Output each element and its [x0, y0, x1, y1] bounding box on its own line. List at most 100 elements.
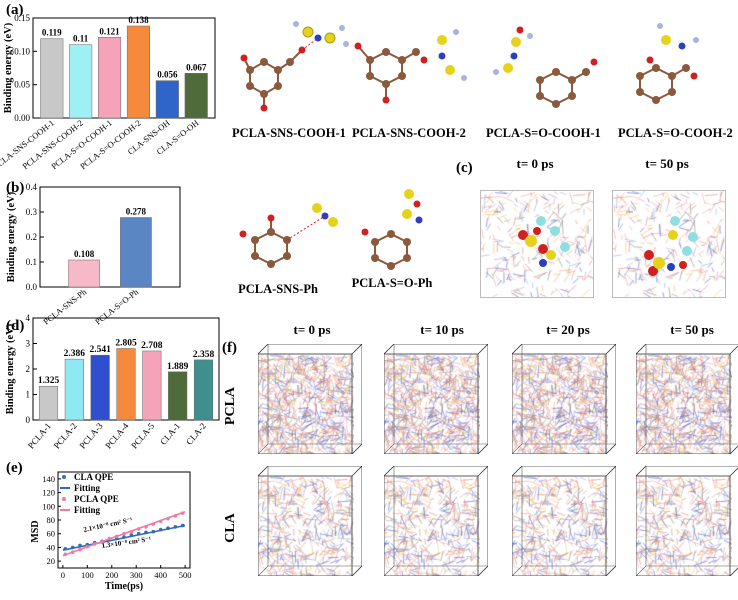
bar-value-label: 2.358: [193, 350, 215, 360]
x-tick-label: 300: [130, 570, 143, 580]
chart-d-binding-energy: 0 1 2 3 4 Binding energy (eV) 1.325 PCLA-1 2.386…: [5, 313, 220, 451]
panel-label-e: (e): [6, 460, 23, 476]
panel-label-b: (b): [6, 180, 25, 196]
y-tick-label: 0.00: [14, 113, 30, 123]
bar-cla-sns-oh: [155, 80, 179, 119]
bar-value-label: 0.067: [186, 62, 207, 72]
y-tick-label: 0.15: [14, 13, 30, 23]
bar-value-label: 0.119: [42, 28, 62, 38]
x-tick-label: PCLA-3: [77, 420, 105, 450]
bar-value-label: 0.11: [73, 34, 89, 44]
bar-pcla-2: [64, 358, 84, 421]
panel-c-time-0: t= 0 ps: [516, 156, 554, 171]
bar-pcla-s=o-cooh-2: [126, 25, 150, 119]
y-tick-label: 4: [26, 313, 31, 323]
md-box-cla-0: [258, 466, 362, 576]
y-axis-label: Binding energy (eV): [5, 323, 16, 414]
y-axis-label: Binding energy (eV): [6, 191, 17, 282]
y-tick-label: 0.3: [26, 207, 38, 217]
y-tick-label: 100: [42, 501, 55, 511]
y-tick-label: 2: [26, 364, 31, 374]
annotation-pcla: 2.1×10⁻⁸ cm² S⁻¹: [83, 516, 133, 534]
bar-cla-1: [168, 371, 188, 421]
x-tick-label: 200: [105, 570, 118, 580]
molecule-so-cooh-1: [493, 26, 598, 108]
bar-cla-s=o-oh: [184, 73, 208, 119]
molecule-sns-ph: [239, 203, 338, 268]
bar-value-label: 0.108: [74, 249, 95, 259]
y-tick-label: 20: [47, 556, 56, 566]
chart-e-msd: 20 40 60 80 100 120 140 0 100 200 300 400 500 Time(ps…: [30, 471, 192, 592]
y-axis-label: Binding energy (eV): [3, 22, 14, 113]
bar-pcla-sns-cooh-1: [40, 38, 64, 119]
panel-f-time-10: t= 10 ps: [420, 322, 464, 337]
molecule-sns-cooh-2: [354, 29, 467, 104]
x-tick-label: 400: [154, 570, 167, 580]
y-tick-label: 0.10: [14, 46, 30, 56]
panel-f-row-pcla: PCLA: [223, 386, 238, 426]
panel-c-snapshot-t50: [612, 190, 726, 298]
bar-value-label: 0.121: [99, 26, 120, 36]
y-tick-label: 0.05: [14, 80, 30, 90]
legend-marker: [62, 497, 66, 501]
mol-label-sns-ph: PCLA-SNS-Ph: [238, 282, 318, 296]
bar-value-label: 2.708: [141, 341, 163, 351]
bar-pcla-1: [38, 385, 59, 421]
panel-f-time-0: t= 0 ps: [293, 322, 331, 337]
y-tick-label: 120: [42, 488, 55, 498]
bar-pcla-4: [116, 348, 136, 421]
mol-label-sns-cooh-1: PCLA-SNS-COOH-1: [232, 126, 346, 140]
mol-label-so-cooh-1: PCLA-S=O-COOH-1: [486, 126, 601, 140]
bar-value-label: 2.541: [89, 345, 111, 355]
legend-label: Fitting: [74, 505, 100, 515]
x-tick-label: PCLA-4: [103, 420, 131, 450]
molecule-so-ph: [361, 189, 423, 270]
md-box-cla-3: [636, 466, 738, 576]
bar-value-label: 1.325: [38, 376, 60, 386]
x-tick-label: 100: [81, 570, 94, 580]
bar-value-label: 0.278: [126, 207, 147, 217]
panel-label-c: (c): [456, 160, 473, 176]
mol-label-sns-cooh-2: PCLA-SNS-COOH-2: [352, 126, 466, 140]
y-tick-label: 140: [42, 474, 55, 484]
x-tick-label: PCLA-2: [52, 421, 79, 451]
y-tick-label: 0.2: [26, 232, 37, 242]
molecule-sns-cooh-1: [240, 21, 349, 112]
y-tick-label: 0: [26, 415, 31, 425]
bar-value-label: 1.889: [167, 362, 189, 372]
y-tick-label: 1: [26, 390, 31, 400]
panel-label-d: (d): [6, 318, 25, 334]
molecule-structures-b: [239, 189, 423, 270]
bar-pcla-sns-ph: [68, 259, 100, 288]
md-box-cla-2: [512, 466, 616, 576]
md-box-pcla-0: [258, 344, 362, 454]
bar-value-label: 0.056: [157, 70, 178, 80]
panel-f-time-50: t= 50 ps: [670, 322, 714, 337]
md-box-cla-1: [384, 466, 488, 576]
y-tick-label: 0.0: [26, 282, 38, 292]
x-tick-label: 500: [179, 570, 192, 580]
x-tick-label: CLA-2: [184, 421, 208, 447]
panel-f-row-cla: CLA: [223, 513, 238, 543]
panel-label-a: (a): [6, 2, 24, 18]
mol-label-so-cooh-2: PCLA-S=O-COOH-2: [618, 126, 733, 140]
mol-label-so-ph: PCLA-S=O-Ph: [351, 276, 433, 290]
x-tick-label: PCLA-1: [26, 421, 53, 451]
md-box-pcla-3: [636, 344, 738, 454]
bar-value-label: 2.386: [64, 349, 86, 359]
bar-pcla-s=o-ph: [120, 217, 152, 288]
bar-pcla-sns-cooh-2: [69, 44, 93, 119]
panel-label-f: (f): [222, 340, 237, 356]
legend-marker: [62, 475, 66, 479]
legend-label: PCLA QPE: [74, 494, 119, 504]
legend-label: CLA QPE: [74, 472, 113, 482]
panel-c-snapshot-t0: [480, 190, 594, 298]
bar-value-label: 0.138: [128, 15, 149, 25]
molecule-so-cooh-2: [636, 23, 699, 104]
molecule-structures-a: [240, 21, 699, 112]
fit-line: [62, 524, 186, 551]
md-box-pcla-1: [384, 344, 488, 454]
bar-pcla-s=o-cooh-1: [98, 37, 122, 119]
y-axis-label: MSD: [30, 520, 41, 542]
